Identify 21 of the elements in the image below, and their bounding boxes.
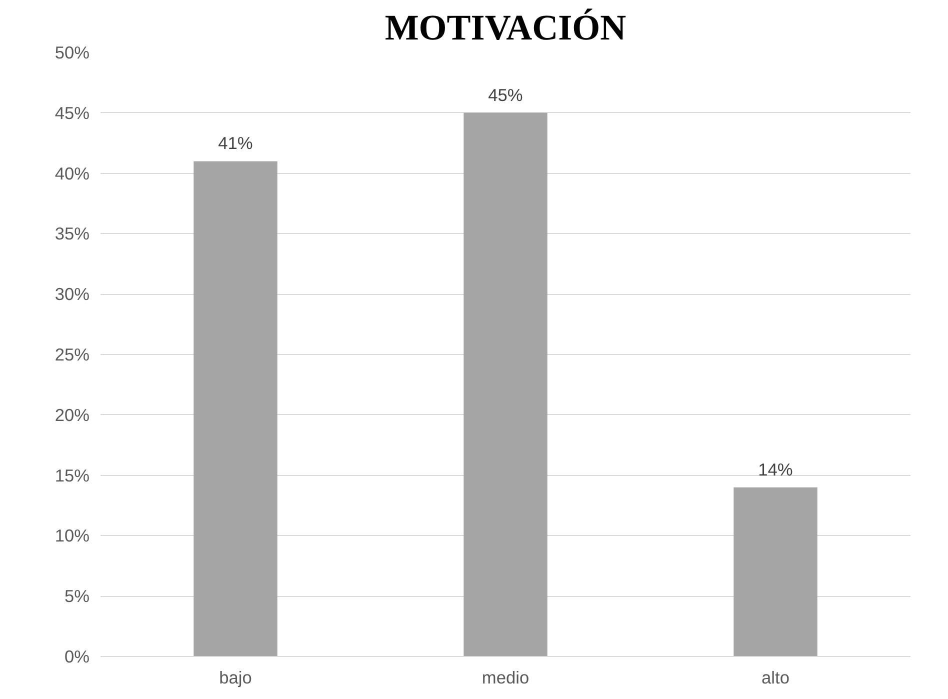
data-label: 14% — [758, 459, 793, 480]
y-tick-label: 35% — [54, 224, 90, 244]
x-tick-label: alto — [762, 668, 790, 688]
y-tick-label: 15% — [54, 465, 90, 486]
x-tick-label: medio — [482, 668, 530, 688]
y-tick-label: 45% — [54, 102, 90, 123]
y-tick-label: 50% — [54, 42, 90, 62]
bar — [464, 112, 548, 656]
y-tick-label: 0% — [64, 646, 90, 666]
data-label: 41% — [218, 133, 253, 154]
y-tick-label: 10% — [54, 526, 90, 546]
chart-title: MOTIVACIÓN — [384, 8, 626, 48]
y-tick-label: 20% — [54, 404, 90, 425]
x-tick-label: bajo — [219, 668, 252, 688]
y-tick-label: 30% — [54, 284, 90, 304]
y-tick-label: 25% — [54, 344, 90, 364]
y-tick-label: 5% — [64, 586, 90, 606]
bar — [194, 161, 278, 656]
y-tick-label: 40% — [54, 163, 90, 184]
bar — [734, 487, 818, 656]
data-label: 45% — [488, 84, 523, 105]
